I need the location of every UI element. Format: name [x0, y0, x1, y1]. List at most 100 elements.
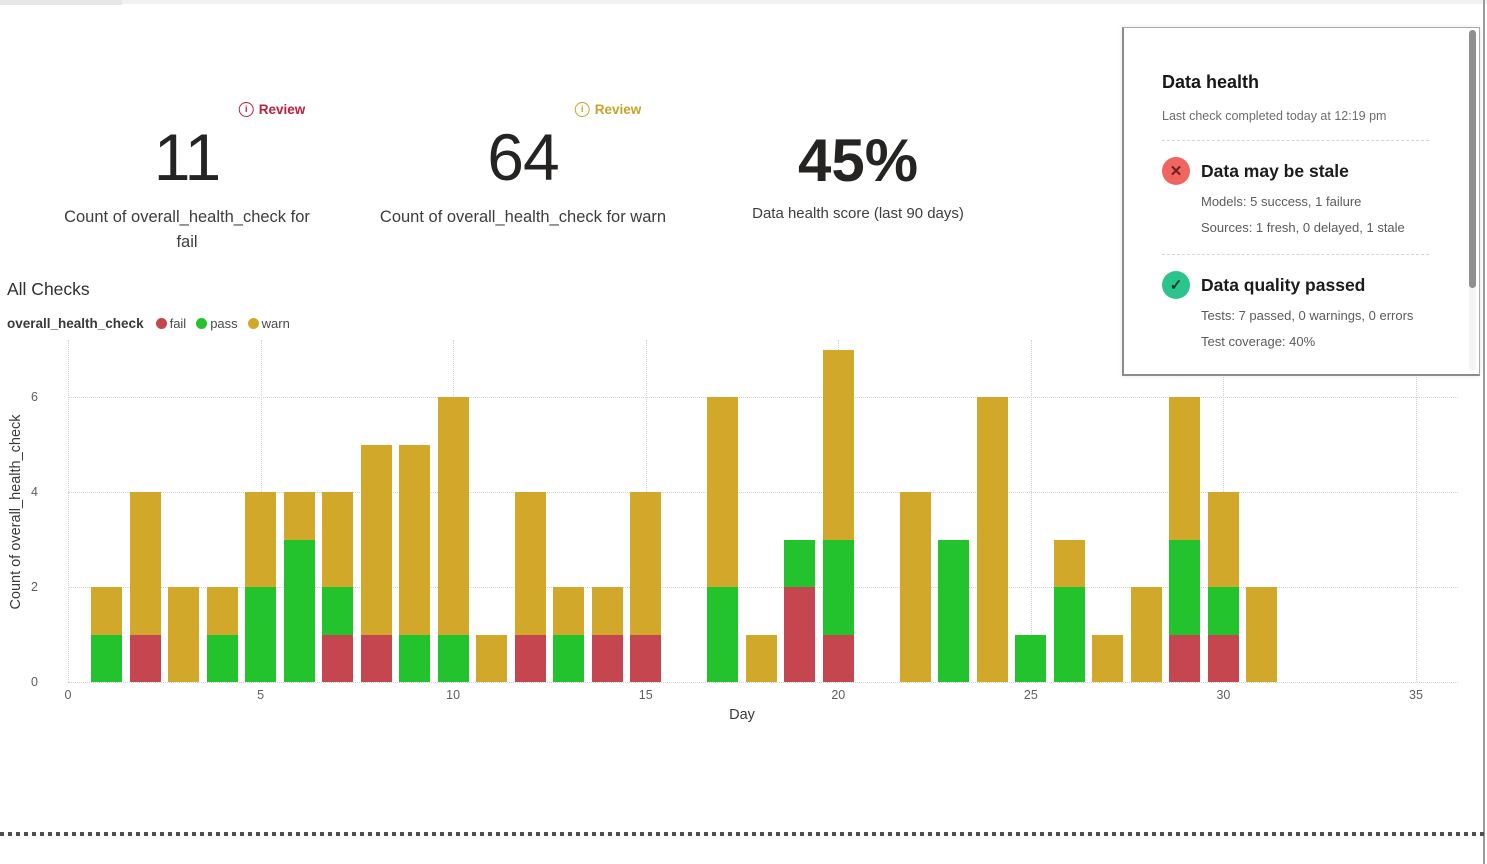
review-badge-fail[interactable]: Review	[238, 102, 305, 117]
bar-day-9[interactable]	[399, 444, 431, 682]
page-separator-dotted	[0, 832, 1487, 836]
last-check-text: Last check completed today at 12:19 pm	[1162, 109, 1387, 123]
bar-day-6[interactable]	[283, 492, 315, 682]
bar-day-13[interactable]	[553, 587, 585, 682]
bar-segment-warn	[91, 587, 122, 635]
data-health-panel: Data health Last check completed today a…	[1122, 27, 1480, 376]
bar-segment-warn	[745, 634, 777, 682]
bar-segment-warn	[514, 492, 546, 635]
bar-day-23[interactable]	[938, 539, 970, 682]
divider	[1162, 254, 1429, 255]
bar-segment-fail	[630, 634, 662, 682]
bar-day-31[interactable]	[1246, 587, 1278, 682]
gridline-horizontal	[68, 682, 1458, 683]
bar-day-26[interactable]	[1053, 539, 1085, 682]
x-tick-label: 15	[638, 688, 653, 702]
bar-segment-fail	[322, 634, 354, 682]
test-coverage: Test coverage: 40%	[1201, 334, 1316, 349]
x-tick-label: 30	[1216, 688, 1231, 702]
kpi-label-warn: Count of overall_health_check for warn	[379, 208, 667, 226]
y-tick-label: 0	[31, 675, 38, 689]
bar-day-3[interactable]	[168, 587, 200, 682]
legend-item-label: warn	[261, 316, 290, 331]
bar-segment-warn	[1130, 587, 1162, 682]
tests-summary: Tests: 7 passed, 0 warnings, 0 errors	[1201, 308, 1414, 323]
bar-segment-warn	[437, 397, 469, 635]
bar-day-18[interactable]	[745, 634, 777, 682]
bar-day-22[interactable]	[899, 492, 931, 682]
bar-segment-fail	[360, 634, 392, 682]
gridline-vertical	[1415, 340, 1417, 682]
bar-segment-warn	[206, 587, 238, 635]
bar-day-27[interactable]	[1092, 634, 1124, 682]
top-strip	[0, 0, 1487, 4]
warn-color-dot-icon	[247, 318, 259, 329]
x-tick-label: 25	[1023, 688, 1038, 702]
bar-day-19[interactable]	[784, 539, 816, 682]
bar-segment-warn	[976, 397, 1008, 682]
bar-segment-warn	[899, 492, 931, 682]
info-icon	[574, 102, 590, 117]
bar-segment-pass	[1169, 539, 1201, 635]
chart-title: All Checks	[7, 279, 90, 299]
bar-segment-warn	[283, 492, 315, 540]
kpi-value-fail: 11	[153, 120, 222, 194]
divider	[1162, 140, 1429, 141]
y-tick-label: 2	[31, 580, 38, 594]
bar-segment-warn	[822, 349, 854, 540]
pass-color-dot-icon	[196, 318, 208, 329]
gridline-horizontal	[68, 397, 1458, 398]
bar-segment-pass	[283, 539, 315, 682]
bar-day-4[interactable]	[206, 587, 238, 682]
bar-day-24[interactable]	[976, 397, 1008, 682]
bar-day-1[interactable]	[91, 587, 122, 682]
gridline-vertical	[1030, 340, 1032, 682]
bar-segment-warn	[1092, 634, 1124, 682]
scrollbar-thumb[interactable]	[1469, 30, 1476, 288]
bar-segment-warn	[322, 492, 354, 587]
bar-day-11[interactable]	[476, 634, 508, 682]
bar-segment-fail	[784, 587, 816, 682]
legend-series-title: overall_health_check	[7, 316, 144, 331]
sources-summary: Sources: 1 fresh, 0 delayed, 1 stale	[1201, 220, 1405, 235]
bar-day-20[interactable]	[822, 349, 854, 682]
bar-segment-fail	[1207, 634, 1239, 682]
review-badge-warn[interactable]: Review	[574, 102, 642, 117]
bar-segment-warn	[1246, 587, 1278, 682]
x-tick-label: 0	[64, 688, 72, 702]
fail-color-dot-icon	[155, 318, 167, 329]
bar-day-7[interactable]	[322, 492, 354, 682]
legend-item-pass[interactable]: pass	[196, 316, 238, 331]
bar-day-8[interactable]	[360, 444, 392, 682]
status-title-quality: Data quality passed	[1201, 274, 1366, 295]
bar-day-5[interactable]	[245, 492, 277, 682]
bar-day-25[interactable]	[1015, 634, 1047, 682]
bar-segment-warn	[168, 587, 200, 682]
x-tick-label: 10	[446, 688, 461, 702]
bar-segment-pass	[707, 587, 739, 682]
review-badge-label: Review	[594, 102, 642, 117]
bar-day-15[interactable]	[630, 492, 662, 682]
legend-item-label: fail	[169, 316, 187, 331]
info-icon	[238, 102, 254, 117]
bar-day-12[interactable]	[514, 492, 546, 682]
bar-day-14[interactable]	[591, 587, 623, 682]
bar-day-30[interactable]	[1207, 492, 1239, 682]
bar-segment-warn	[399, 444, 431, 635]
gridline-vertical	[68, 340, 69, 682]
bar-segment-pass	[399, 634, 431, 682]
legend-item-warn[interactable]: warn	[247, 316, 290, 331]
bar-day-28[interactable]	[1130, 587, 1162, 682]
x-axis-title: Day	[729, 707, 755, 723]
panel-title: Data health	[1162, 72, 1260, 92]
bar-day-10[interactable]	[437, 397, 469, 682]
bar-segment-pass	[206, 634, 238, 682]
bar-day-17[interactable]	[707, 397, 739, 682]
bar-day-2[interactable]	[129, 492, 161, 682]
legend-item-fail[interactable]: fail	[155, 316, 187, 331]
bar-segment-warn	[707, 397, 739, 587]
bar-day-29[interactable]	[1169, 397, 1201, 682]
top-strip-left	[0, 0, 122, 5]
